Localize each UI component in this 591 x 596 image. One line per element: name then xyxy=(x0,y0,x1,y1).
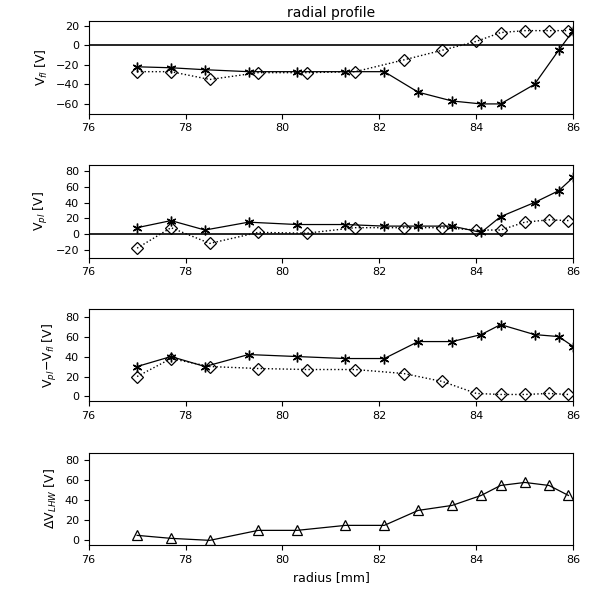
Y-axis label: $\Delta$V$_{LHW}$ [V]: $\Delta$V$_{LHW}$ [V] xyxy=(43,468,59,529)
X-axis label: radius [mm]: radius [mm] xyxy=(293,570,369,583)
Y-axis label: V$_{pl}$ [V]: V$_{pl}$ [V] xyxy=(32,191,50,231)
Title: radial profile: radial profile xyxy=(287,6,375,20)
Y-axis label: V$_{pl}$$-$V$_{fl}$ [V]: V$_{pl}$$-$V$_{fl}$ [V] xyxy=(41,322,59,387)
Y-axis label: V$_{fl}$ [V]: V$_{fl}$ [V] xyxy=(34,48,50,86)
